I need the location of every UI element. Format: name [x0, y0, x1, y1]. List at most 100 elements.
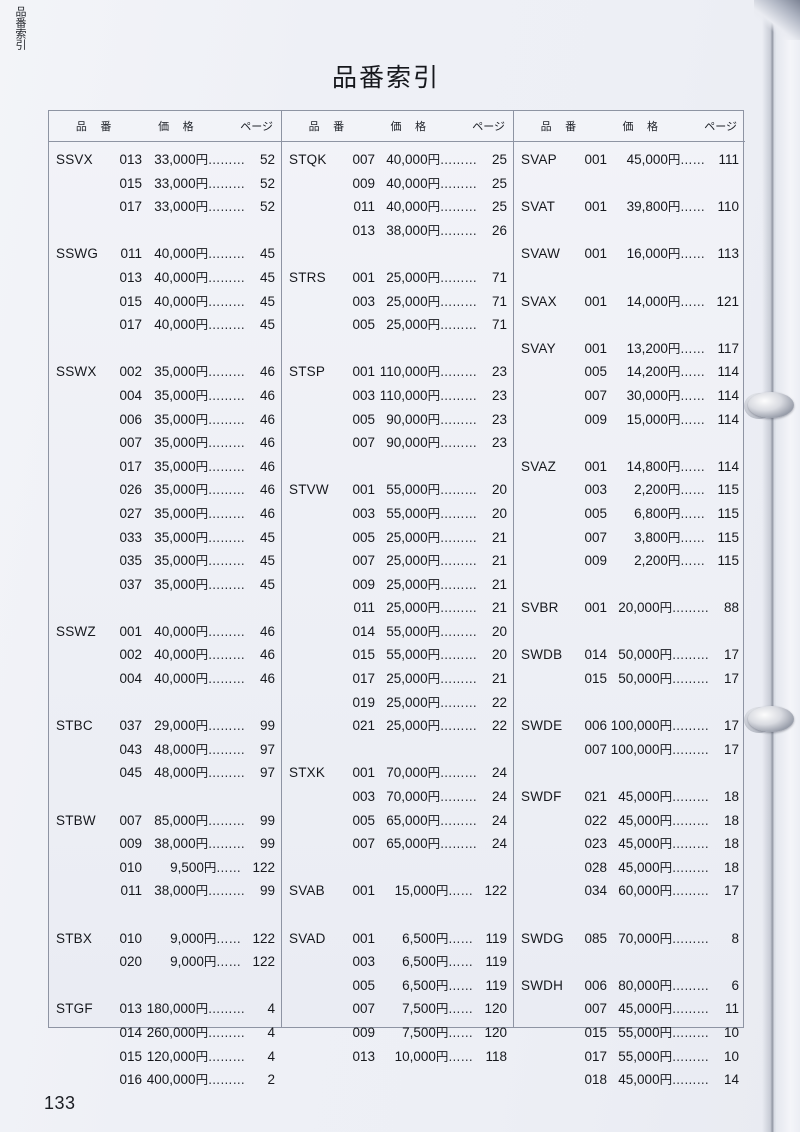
table-row[interactable]: 015 33,000円……… 52: [49, 173, 281, 197]
table-row[interactable]: 005 65,000円……… 24: [282, 810, 513, 834]
table-row[interactable]: 007 90,000円……… 23: [282, 432, 513, 456]
table-row[interactable]: 015 40,000円……… 45: [49, 291, 281, 315]
table-row[interactable]: SVAT 001 39,800円…… 110: [514, 196, 745, 220]
table-row[interactable]: 013 40,000円……… 45: [49, 267, 281, 291]
table-row[interactable]: 003 2,200円…… 115: [514, 479, 745, 503]
table-row[interactable]: 007 65,000円……… 24: [282, 833, 513, 857]
table-row[interactable]: 045 48,000円……… 97: [49, 762, 281, 786]
table-row[interactable]: STBC 037 29,000円……… 99: [49, 715, 281, 739]
table-row[interactable]: 011 38,000円……… 99: [49, 880, 281, 904]
table-row[interactable]: STVW 001 55,000円……… 20: [282, 479, 513, 503]
table-row[interactable]: 003 25,000円……… 71: [282, 291, 513, 315]
table-row[interactable]: STSP 001 110,000円……… 23: [282, 361, 513, 385]
table-row[interactable]: 026 35,000円……… 46: [49, 479, 281, 503]
table-row[interactable]: STBX 010 9,000円…… 122: [49, 928, 281, 952]
table-row[interactable]: 014 260,000円……… 4: [49, 1022, 281, 1046]
table-row[interactable]: 014 55,000円……… 20: [282, 621, 513, 645]
model-number: 001: [352, 482, 375, 498]
table-row[interactable]: 017 40,000円……… 45: [49, 314, 281, 338]
table-row[interactable]: 009 25,000円……… 21: [282, 574, 513, 598]
table-row[interactable]: 034 60,000円……… 17: [514, 880, 745, 904]
table-row[interactable]: 007 100,000円……… 17: [514, 739, 745, 763]
table-row[interactable]: 007 25,000円……… 21: [282, 550, 513, 574]
table-row[interactable]: SVAB 001 15,000円…… 122: [282, 880, 513, 904]
table-row[interactable]: 007 45,000円……… 11: [514, 998, 745, 1022]
table-row[interactable]: 009 15,000円…… 114: [514, 409, 745, 433]
table-row[interactable]: 013 38,000円……… 26: [282, 220, 513, 244]
table-row[interactable]: 015 120,000円……… 4: [49, 1046, 281, 1070]
page-reference: 118: [485, 1048, 507, 1064]
table-row[interactable]: 016 400,000円……… 2: [49, 1069, 281, 1093]
page-reference: 23: [491, 364, 507, 380]
table-row[interactable]: SVAD 001 6,500円…… 119: [282, 928, 513, 952]
table-row[interactable]: 017 33,000円……… 52: [49, 196, 281, 220]
table-row[interactable]: STRS 001 25,000円……… 71: [282, 267, 513, 291]
table-row[interactable]: 017 25,000円……… 21: [282, 668, 513, 692]
table-row[interactable]: 007 30,000円…… 114: [514, 385, 745, 409]
table-row[interactable]: 033 35,000円……… 45: [49, 527, 281, 551]
table-row[interactable]: 043 48,000円……… 97: [49, 739, 281, 763]
table-row[interactable]: SVAX 001 14,000円…… 121: [514, 291, 745, 315]
table-row[interactable]: 003 6,500円…… 119: [282, 951, 513, 975]
table-row[interactable]: 021 25,000円……… 22: [282, 715, 513, 739]
table-row[interactable]: 035 35,000円……… 45: [49, 550, 281, 574]
table-row[interactable]: SVAP 001 45,000円…… 111: [514, 149, 745, 173]
table-row[interactable]: 019 25,000円……… 22: [282, 692, 513, 716]
table-row[interactable]: 018 45,000円……… 14: [514, 1069, 745, 1093]
table-row[interactable]: 005 25,000円……… 21: [282, 527, 513, 551]
table-row[interactable]: SVAY 001 13,200円…… 117: [514, 338, 745, 362]
table-row[interactable]: 011 25,000円……… 21: [282, 597, 513, 621]
table-row[interactable]: SVAW 001 16,000円…… 113: [514, 243, 745, 267]
table-row[interactable]: SWDE 006 100,000円……… 17: [514, 715, 745, 739]
table-row[interactable]: 027 35,000円……… 46: [49, 503, 281, 527]
table-row[interactable]: 015 50,000円……… 17: [514, 668, 745, 692]
table-row[interactable]: 009 7,500円…… 120: [282, 1022, 513, 1046]
table-row[interactable]: 006 35,000円……… 46: [49, 409, 281, 433]
table-row[interactable]: 010 9,500円…… 122: [49, 857, 281, 881]
table-row[interactable]: 009 40,000円……… 25: [282, 173, 513, 197]
table-row[interactable]: 007 3,800円…… 115: [514, 527, 745, 551]
table-row[interactable]: 005 6,800円…… 115: [514, 503, 745, 527]
table-row[interactable]: 009 38,000円……… 99: [49, 833, 281, 857]
table-row[interactable]: 015 55,000円……… 20: [282, 644, 513, 668]
table-row[interactable]: 009 2,200円…… 115: [514, 550, 745, 574]
table-row[interactable]: 005 25,000円……… 71: [282, 314, 513, 338]
table-row[interactable]: 028 45,000円……… 18: [514, 857, 745, 881]
table-row[interactable]: 015 55,000円……… 10: [514, 1022, 745, 1046]
table-row[interactable]: 017 35,000円……… 46: [49, 456, 281, 480]
table-row[interactable]: SWDH 006 80,000円……… 6: [514, 975, 745, 999]
table-row[interactable]: SVAZ 001 14,800円…… 114: [514, 456, 745, 480]
table-row[interactable]: 007 35,000円……… 46: [49, 432, 281, 456]
table-row[interactable]: SSWZ 001 40,000円……… 46: [49, 621, 281, 645]
table-row[interactable]: SWDF 021 45,000円……… 18: [514, 786, 745, 810]
dot-leader: ……: [680, 506, 705, 521]
table-row[interactable]: 020 9,000円…… 122: [49, 951, 281, 975]
table-row[interactable]: STXK 001 70,000円……… 24: [282, 762, 513, 786]
table-row[interactable]: SWDB 014 50,000円……… 17: [514, 644, 745, 668]
table-row[interactable]: 003 70,000円……… 24: [282, 786, 513, 810]
table-row[interactable]: SWDG 085 70,000円……… 8: [514, 928, 745, 952]
table-row[interactable]: 004 40,000円……… 46: [49, 668, 281, 692]
table-row[interactable]: 005 6,500円…… 119: [282, 975, 513, 999]
table-row[interactable]: 003 55,000円……… 20: [282, 503, 513, 527]
table-row[interactable]: SSWX 002 35,000円……… 46: [49, 361, 281, 385]
table-row[interactable]: 002 40,000円……… 46: [49, 644, 281, 668]
table-row[interactable]: 004 35,000円……… 46: [49, 385, 281, 409]
table-row[interactable]: 005 90,000円……… 23: [282, 409, 513, 433]
table-row[interactable]: STQK 007 40,000円……… 25: [282, 149, 513, 173]
page-reference: 26: [491, 222, 507, 238]
table-row[interactable]: 023 45,000円……… 18: [514, 833, 745, 857]
table-row[interactable]: SSVX 013 33,000円……… 52: [49, 149, 281, 173]
table-row[interactable]: 003 110,000円……… 23: [282, 385, 513, 409]
table-row[interactable]: 011 40,000円……… 25: [282, 196, 513, 220]
table-row[interactable]: SSWG 011 40,000円……… 45: [49, 243, 281, 267]
table-row[interactable]: 013 10,000円…… 118: [282, 1046, 513, 1070]
table-row[interactable]: 022 45,000円……… 18: [514, 810, 745, 834]
table-row[interactable]: 037 35,000円……… 45: [49, 574, 281, 598]
table-row[interactable]: 007 7,500円…… 120: [282, 998, 513, 1022]
table-row[interactable]: SVBR 001 20,000円……… 88: [514, 597, 745, 621]
table-row[interactable]: 005 14,200円…… 114: [514, 361, 745, 385]
table-row[interactable]: STBW 007 85,000円……… 99: [49, 810, 281, 834]
table-row[interactable]: 017 55,000円……… 10: [514, 1046, 745, 1070]
table-row[interactable]: STGF 013 180,000円……… 4: [49, 998, 281, 1022]
